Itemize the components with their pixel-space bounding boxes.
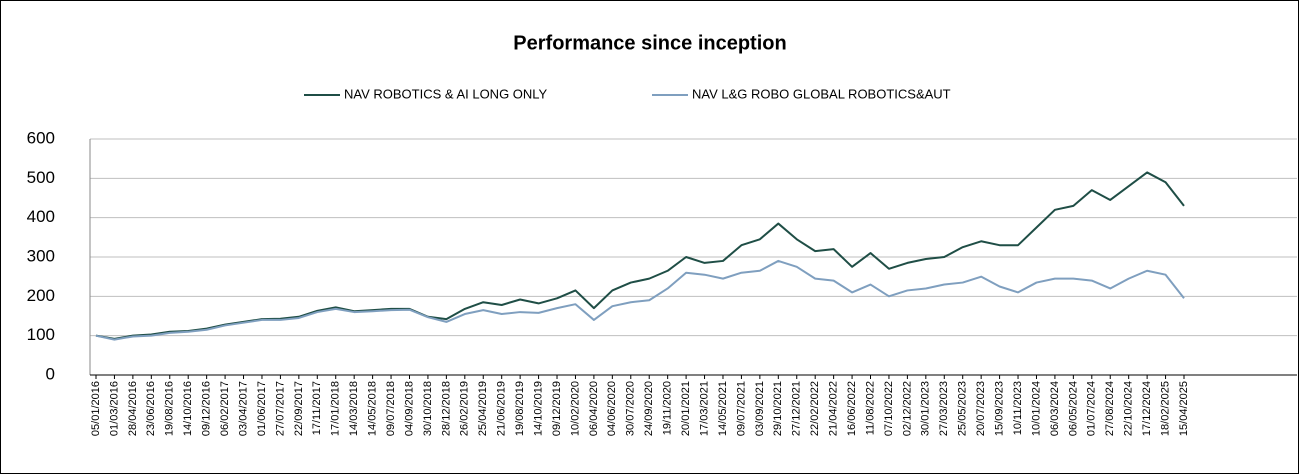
legend-label: NAV L&G ROBO GLOBAL ROBOTICS&AUT: [692, 86, 951, 101]
x-tick-label: 17/01/2018: [330, 381, 342, 436]
x-tick-label: 10/01/2024: [1030, 381, 1042, 436]
x-tick-label: 09/07/2018: [385, 381, 397, 436]
x-tick-label: 22/02/2022: [809, 381, 821, 436]
x-tick-label: 14/10/2016: [182, 381, 194, 436]
x-tick-label: 06/05/2024: [1067, 381, 1079, 436]
x-tick-label: 09/12/2019: [551, 381, 563, 436]
x-tick-label: 14/05/2018: [367, 381, 379, 436]
x-tick-label: 20/07/2023: [975, 381, 987, 436]
x-tick-label: 18/02/2025: [1159, 381, 1171, 436]
x-tick-label: 01/06/2017: [256, 381, 268, 436]
x-tick-label: 03/09/2021: [754, 381, 766, 436]
x-tick-label: 06/04/2020: [588, 381, 600, 436]
y-tick-label: 100: [27, 325, 55, 344]
y-tick-label: 300: [27, 246, 55, 265]
x-tick-label: 17/12/2024: [1141, 381, 1153, 436]
x-tick-label: 23/06/2016: [145, 381, 157, 436]
x-tick-label: 19/11/2020: [662, 381, 674, 435]
x-tick-label: 30/01/2023: [920, 381, 932, 436]
x-tick-label: 17/11/2017: [311, 381, 323, 435]
x-tick-label: 03/04/2017: [237, 381, 249, 436]
x-tick-label: 22/10/2024: [1123, 381, 1135, 436]
y-tick-label: 400: [27, 207, 55, 226]
x-tick-label: 29/10/2021: [772, 381, 784, 436]
x-tick-label: 15/09/2023: [993, 381, 1005, 436]
x-tick-label: 15/04/2025: [1178, 381, 1190, 436]
x-tick-label: 07/10/2022: [883, 381, 895, 436]
x-tick-label: 21/04/2022: [828, 381, 840, 436]
x-tick-label: 16/06/2022: [846, 381, 858, 436]
series-line: [95, 171, 1185, 340]
y-tick-label: 0: [46, 364, 55, 383]
x-tick-label: 27/03/2023: [938, 381, 950, 436]
x-tick-label: 11/08/2022: [864, 381, 876, 435]
x-tick-label: 04/06/2020: [606, 381, 618, 436]
x-tick-label: 21/06/2019: [496, 381, 508, 436]
x-tick-label: 10/11/2023: [1012, 381, 1024, 435]
x-tick-label: 30/07/2020: [625, 381, 637, 436]
x-tick-label: 14/03/2018: [348, 381, 360, 436]
x-tick-label: 01/07/2024: [1086, 381, 1098, 436]
x-tick-label: 10/02/2020: [569, 381, 581, 436]
x-tick-label: 02/12/2022: [901, 381, 913, 436]
x-tick-label: 30/10/2018: [422, 381, 434, 436]
x-tick-label: 05/01/2016: [90, 381, 102, 436]
chart-title: Performance since inception: [513, 32, 786, 54]
x-tick-label: 25/04/2019: [477, 381, 489, 436]
x-tick-label: 26/02/2019: [459, 381, 471, 436]
x-tick-label: 09/07/2021: [735, 381, 747, 436]
x-tick-label: 17/03/2021: [698, 381, 710, 436]
x-tick-label: 25/05/2023: [957, 381, 969, 436]
y-tick-label: 600: [27, 128, 55, 147]
x-tick-label: 04/09/2018: [403, 381, 415, 436]
x-tick-label: 27/07/2017: [274, 381, 286, 436]
x-tick-label: 01/03/2016: [108, 381, 120, 436]
x-tick-label: 14/10/2019: [532, 381, 544, 436]
x-tick-label: 20/01/2021: [680, 381, 692, 436]
x-tick-label: 22/09/2017: [293, 381, 305, 436]
x-tick-label: 14/05/2021: [717, 381, 729, 436]
x-tick-label: 19/08/2019: [514, 381, 526, 436]
x-tick-label: 28/12/2018: [440, 381, 452, 436]
x-tick-label: 19/08/2016: [164, 381, 176, 436]
y-tick-label: 500: [27, 168, 55, 187]
x-tick-label: 28/04/2016: [127, 381, 139, 436]
legend: NAV ROBOTICS & AI LONG ONLY NAV L&G ROBO …: [304, 86, 951, 101]
x-tick-label: 06/03/2024: [1049, 381, 1061, 436]
x-tick-label: 06/02/2017: [219, 381, 231, 436]
y-tick-label: 200: [27, 286, 55, 305]
x-tick-label: 27/12/2021: [791, 381, 803, 436]
x-tick-label: 09/12/2016: [201, 381, 213, 436]
x-tick-label: 24/09/2020: [643, 381, 655, 436]
series-line: [95, 259, 1185, 341]
x-tick-label: 27/08/2024: [1104, 381, 1116, 436]
legend-label: NAV ROBOTICS & AI LONG ONLY: [344, 86, 548, 101]
